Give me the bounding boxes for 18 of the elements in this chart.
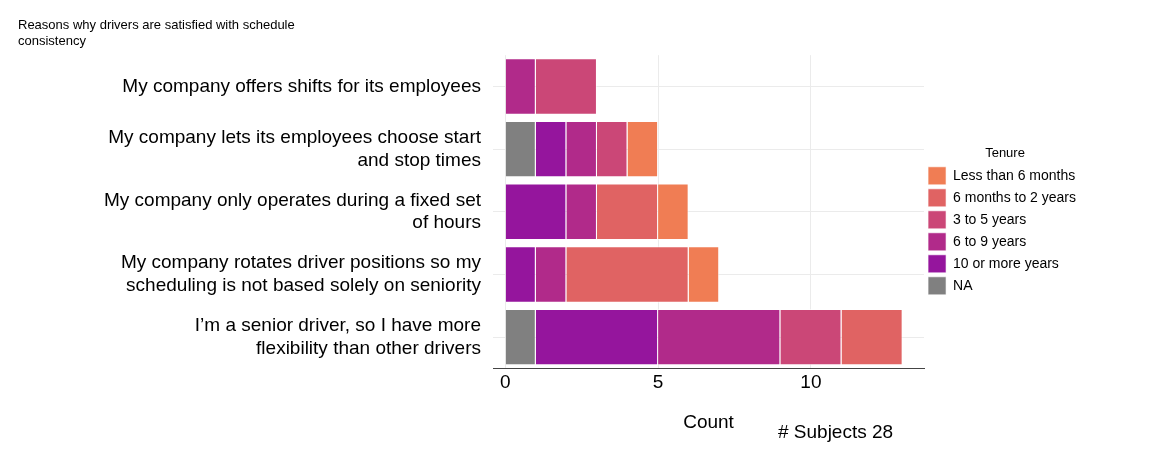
text: Reasons why drivers are satisfied with schedule consistency bbox=[18, 17, 295, 48]
y-tick-label: My company rotates driver positions so my scheduling is not based solely on seniority bbox=[120, 251, 482, 296]
text: # Subjects 28 bbox=[778, 421, 894, 442]
y-tick-label: I’m a senior driver, so I have more flexibility than other drivers bbox=[194, 313, 481, 358]
y-tick-label: My company lets its employees choose start and stop times bbox=[108, 125, 482, 170]
legend-label: Less than 6 months bbox=[953, 166, 1076, 183]
x-tick-label: 10 bbox=[800, 371, 822, 393]
legend-label: 6 to 9 years bbox=[953, 232, 1027, 249]
y-tick-label: My company only operates during a fixed set of hours bbox=[103, 188, 482, 233]
x-tick-label: 0 bbox=[499, 371, 511, 393]
legend-label: 3 to 5 years bbox=[953, 210, 1027, 227]
x-axis-title: Count bbox=[683, 410, 735, 432]
legend-label: NA bbox=[953, 276, 974, 293]
legend-label: 6 months to 2 years bbox=[953, 188, 1076, 205]
x-tick-label: 5 bbox=[652, 371, 664, 393]
legend-label: 10 or more years bbox=[953, 254, 1059, 271]
legend-title: Tenure bbox=[985, 145, 1025, 161]
y-tick-label: My company offers shifts for its employees bbox=[122, 74, 481, 96]
